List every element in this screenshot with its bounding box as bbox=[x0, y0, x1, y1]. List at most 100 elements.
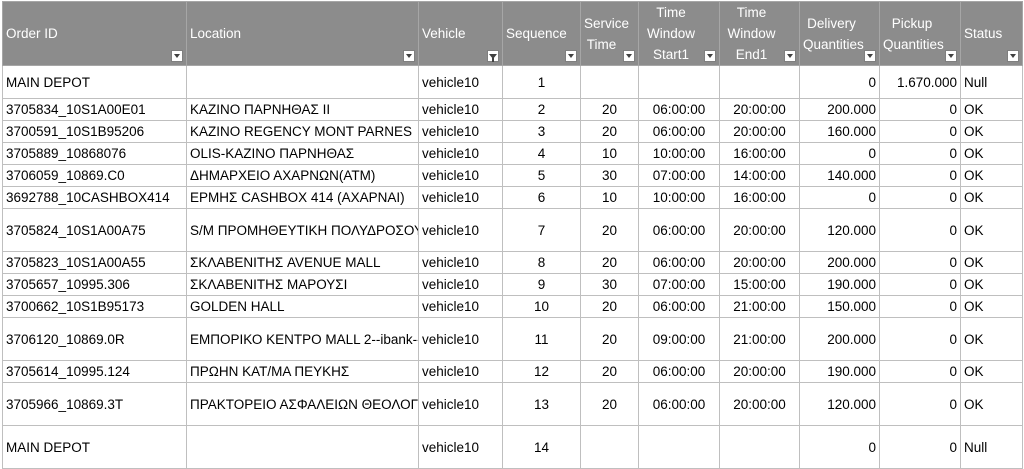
cell-delivery-qty[interactable]: 150.000 bbox=[799, 295, 880, 318]
cell-tw-start1[interactable]: 09:00:00 bbox=[638, 317, 720, 361]
cell-status[interactable]: OK bbox=[960, 208, 1023, 252]
cell-tw-end1[interactable]: 21:00:00 bbox=[719, 295, 800, 318]
cell-vehicle[interactable]: vehicle10 bbox=[418, 65, 503, 99]
cell-sequence[interactable]: 4 bbox=[502, 142, 581, 165]
filter-dropdown-button[interactable] bbox=[171, 50, 183, 62]
cell-tw-end1[interactable]: 20:00:00 bbox=[719, 360, 800, 383]
cell-vehicle[interactable]: vehicle10 bbox=[418, 425, 503, 469]
cell-pickup-qty[interactable]: 0 bbox=[879, 142, 961, 165]
cell-tw-end1[interactable]: 20:00:00 bbox=[719, 98, 800, 121]
cell-location[interactable]: S/M ΠΡΟΜΗΘΕΥΤΙΚΗ ΠΟΛΥΔΡΟΣΟΥ bbox=[186, 208, 419, 252]
cell-service-time[interactable]: 30 bbox=[580, 273, 639, 296]
cell-order-id[interactable]: 3705824_10S1A00A75 bbox=[2, 208, 187, 252]
cell-delivery-qty[interactable]: 120.000 bbox=[799, 382, 880, 426]
cell-order-id[interactable]: 3705614_10995.124 bbox=[2, 360, 187, 383]
cell-tw-start1[interactable]: 06:00:00 bbox=[638, 98, 720, 121]
cell-location[interactable]: ΠΡΑΚΤΟΡΕΙΟ ΑΣΦΑΛΕΙΩΝ ΘΕΟΛΟΓΟΥ bbox=[186, 382, 419, 426]
cell-tw-end1[interactable]: 16:00:00 bbox=[719, 142, 800, 165]
cell-delivery-qty[interactable]: 190.000 bbox=[799, 360, 880, 383]
cell-pickup-qty[interactable]: 0 bbox=[879, 360, 961, 383]
cell-vehicle[interactable]: vehicle10 bbox=[418, 208, 503, 252]
cell-pickup-qty[interactable]: 0 bbox=[879, 273, 961, 296]
cell-tw-end1[interactable]: 20:00:00 bbox=[719, 208, 800, 252]
filter-dropdown-button[interactable] bbox=[565, 50, 577, 62]
cell-order-id[interactable]: 3706059_10869.C0 bbox=[2, 164, 187, 187]
filter-dropdown-button[interactable] bbox=[704, 50, 716, 62]
filter-dropdown-button[interactable] bbox=[864, 50, 876, 62]
cell-sequence[interactable]: 11 bbox=[502, 317, 581, 361]
filter-dropdown-button[interactable] bbox=[623, 50, 635, 62]
cell-tw-end1[interactable]: 21:00:00 bbox=[719, 317, 800, 361]
cell-order-id[interactable]: 3692788_10CASHBOX414 bbox=[2, 186, 187, 209]
cell-service-time[interactable] bbox=[580, 65, 639, 99]
cell-pickup-qty[interactable]: 0 bbox=[879, 295, 961, 318]
cell-service-time[interactable]: 20 bbox=[580, 251, 639, 274]
cell-delivery-qty[interactable]: 0 bbox=[799, 186, 880, 209]
cell-tw-start1[interactable]: 06:00:00 bbox=[638, 295, 720, 318]
cell-sequence[interactable]: 9 bbox=[502, 273, 581, 296]
cell-status[interactable]: OK bbox=[960, 382, 1023, 426]
cell-service-time[interactable]: 20 bbox=[580, 360, 639, 383]
cell-pickup-qty[interactable]: 0 bbox=[879, 317, 961, 361]
cell-tw-end1[interactable]: 20:00:00 bbox=[719, 120, 800, 143]
cell-tw-end1[interactable]: 15:00:00 bbox=[719, 273, 800, 296]
cell-service-time[interactable]: 10 bbox=[580, 186, 639, 209]
cell-location[interactable]: ΕΜΠΟΡΙΚΟ ΚΕΝΤΡΟ MALL 2--ibank-- bbox=[186, 317, 419, 361]
cell-tw-end1[interactable]: 20:00:00 bbox=[719, 382, 800, 426]
cell-location[interactable]: OLIS-ΚΑΖΙΝΟ ΠΑΡΝΗΘΑΣ bbox=[186, 142, 419, 165]
cell-location[interactable]: ΚΑΖΙΝΟ ΠΑΡΝΗΘΑΣ II bbox=[186, 98, 419, 121]
cell-sequence[interactable]: 13 bbox=[502, 382, 581, 426]
cell-order-id[interactable]: 3706120_10869.0R bbox=[2, 317, 187, 361]
cell-service-time[interactable]: 10 bbox=[580, 142, 639, 165]
cell-order-id[interactable]: MAIN DEPOT bbox=[2, 65, 187, 99]
cell-tw-end1[interactable]: 14:00:00 bbox=[719, 164, 800, 187]
cell-service-time[interactable]: 20 bbox=[580, 120, 639, 143]
cell-vehicle[interactable]: vehicle10 bbox=[418, 186, 503, 209]
cell-sequence[interactable]: 14 bbox=[502, 425, 581, 469]
cell-vehicle[interactable]: vehicle10 bbox=[418, 98, 503, 121]
cell-pickup-qty[interactable]: 0 bbox=[879, 120, 961, 143]
cell-location[interactable]: GOLDEN HALL bbox=[186, 295, 419, 318]
cell-delivery-qty[interactable]: 160.000 bbox=[799, 120, 880, 143]
cell-tw-start1[interactable]: 06:00:00 bbox=[638, 251, 720, 274]
cell-status[interactable]: Null bbox=[960, 425, 1023, 469]
cell-service-time[interactable] bbox=[580, 425, 639, 469]
cell-vehicle[interactable]: vehicle10 bbox=[418, 164, 503, 187]
cell-tw-start1[interactable]: 10:00:00 bbox=[638, 142, 720, 165]
filter-active-button[interactable] bbox=[487, 50, 499, 62]
cell-service-time[interactable]: 20 bbox=[580, 295, 639, 318]
cell-order-id[interactable]: 3700662_10S1B95173 bbox=[2, 295, 187, 318]
cell-tw-start1[interactable]: 06:00:00 bbox=[638, 208, 720, 252]
cell-sequence[interactable]: 6 bbox=[502, 186, 581, 209]
cell-vehicle[interactable]: vehicle10 bbox=[418, 273, 503, 296]
cell-order-id[interactable]: 3705823_10S1A00A55 bbox=[2, 251, 187, 274]
cell-order-id[interactable]: 3705657_10995.306 bbox=[2, 273, 187, 296]
cell-tw-end1[interactable] bbox=[719, 425, 800, 469]
cell-tw-start1[interactable] bbox=[638, 425, 720, 469]
cell-sequence[interactable]: 10 bbox=[502, 295, 581, 318]
cell-sequence[interactable]: 1 bbox=[502, 65, 581, 99]
cell-pickup-qty[interactable]: 0 bbox=[879, 186, 961, 209]
cell-location[interactable] bbox=[186, 65, 419, 99]
cell-tw-start1[interactable]: 07:00:00 bbox=[638, 273, 720, 296]
cell-vehicle[interactable]: vehicle10 bbox=[418, 295, 503, 318]
cell-service-time[interactable]: 30 bbox=[580, 164, 639, 187]
cell-tw-start1[interactable] bbox=[638, 65, 720, 99]
cell-tw-end1[interactable]: 16:00:00 bbox=[719, 186, 800, 209]
cell-order-id[interactable]: 3705966_10869.3T bbox=[2, 382, 187, 426]
cell-service-time[interactable]: 20 bbox=[580, 208, 639, 252]
cell-status[interactable]: OK bbox=[960, 142, 1023, 165]
cell-location[interactable]: ΕΡΜΗΣ CASHBOX 414 (ΑΧΑΡΝΑΙ) bbox=[186, 186, 419, 209]
cell-sequence[interactable]: 3 bbox=[502, 120, 581, 143]
cell-order-id[interactable]: 3705834_10S1A00E01 bbox=[2, 98, 187, 121]
cell-service-time[interactable]: 20 bbox=[580, 382, 639, 426]
cell-tw-start1[interactable]: 06:00:00 bbox=[638, 382, 720, 426]
cell-status[interactable]: OK bbox=[960, 164, 1023, 187]
cell-service-time[interactable]: 20 bbox=[580, 317, 639, 361]
cell-order-id[interactable]: 3705889_10868076 bbox=[2, 142, 187, 165]
cell-pickup-qty[interactable]: 1.670.000 bbox=[879, 65, 961, 99]
cell-location[interactable]: ΔΗΜΑΡΧΕΙΟ ΑΧΑΡΝΩΝ(ATM) bbox=[186, 164, 419, 187]
cell-sequence[interactable]: 8 bbox=[502, 251, 581, 274]
cell-location[interactable]: ΠΡΩΗΝ ΚΑΤ/ΜΑ ΠΕΥΚΗΣ bbox=[186, 360, 419, 383]
cell-sequence[interactable]: 7 bbox=[502, 208, 581, 252]
